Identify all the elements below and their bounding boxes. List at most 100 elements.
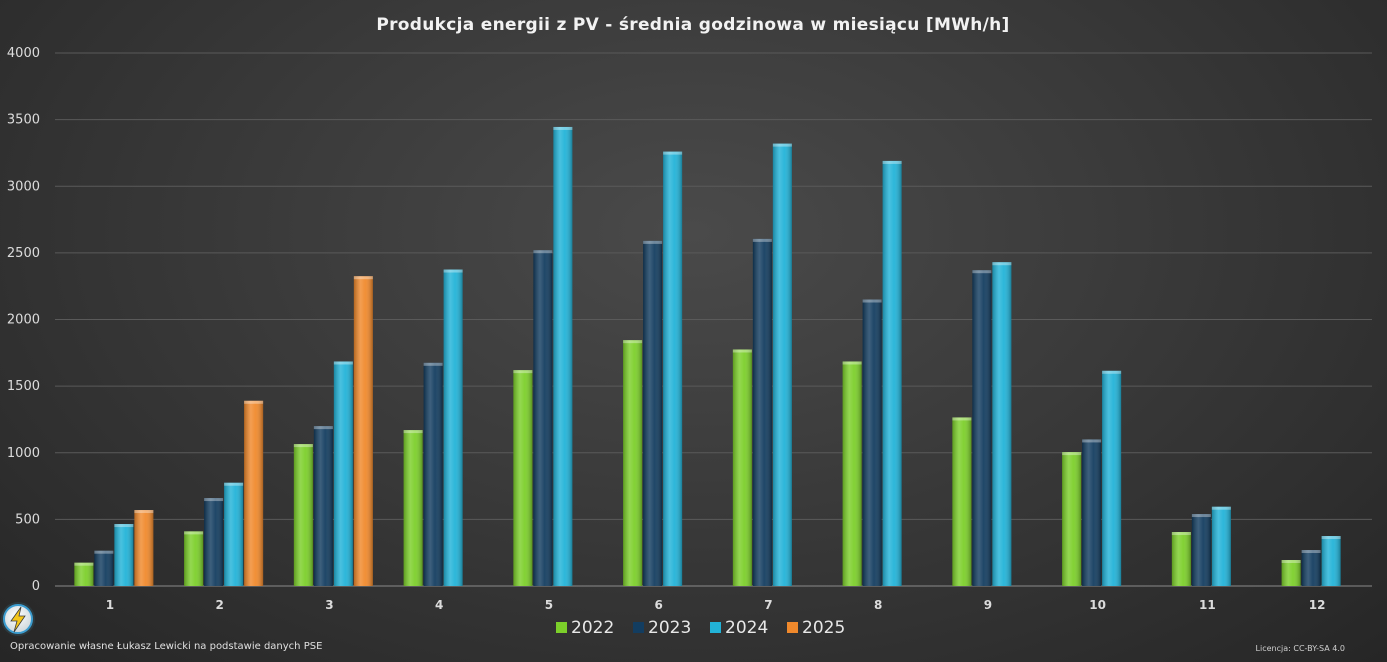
x-tick-label: 5 bbox=[545, 598, 553, 612]
bar-cap bbox=[553, 126, 573, 130]
chart-title: Produkcja energii z PV - średnia godzino… bbox=[376, 15, 1009, 35]
bar-cap bbox=[882, 160, 902, 164]
bar-cap bbox=[1301, 550, 1321, 554]
x-tick-label: 1 bbox=[106, 598, 114, 612]
bar-shading bbox=[663, 151, 683, 587]
y-tick-label: 500 bbox=[15, 512, 40, 527]
bar-cap bbox=[663, 151, 683, 155]
legend-label-2024: 2024 bbox=[725, 618, 768, 638]
bar-shading bbox=[752, 238, 772, 587]
bar-shading bbox=[313, 426, 333, 586]
source-credit: Opracowanie własne Łukasz Lewicki na pod… bbox=[10, 641, 322, 652]
bar-cap bbox=[333, 361, 353, 365]
bar-shading bbox=[1191, 514, 1211, 586]
bar-cap bbox=[94, 550, 114, 554]
bar-cap bbox=[313, 426, 333, 430]
bar-cap bbox=[423, 362, 443, 366]
license-text: Licencja: CC-BY-SA 4.0 bbox=[1256, 644, 1345, 653]
x-tick-label: 7 bbox=[764, 598, 772, 612]
bar-cap bbox=[293, 444, 313, 448]
x-tick-label: 4 bbox=[435, 598, 443, 612]
legend-label-2022: 2022 bbox=[571, 618, 614, 638]
bar-cap bbox=[1211, 506, 1231, 510]
bar-shading bbox=[772, 143, 792, 587]
bar-shading bbox=[862, 299, 882, 586]
bar-cap bbox=[1191, 514, 1211, 518]
bar-cap bbox=[732, 349, 752, 353]
x-tick-label: 3 bbox=[325, 598, 333, 612]
legend-swatch-2024 bbox=[710, 622, 721, 633]
bar-shading bbox=[1211, 506, 1231, 586]
bar-cap bbox=[184, 531, 204, 535]
bar-cap bbox=[862, 299, 882, 303]
bar-cap bbox=[772, 143, 792, 147]
bar-shading bbox=[732, 349, 752, 586]
y-axis: 0 500 1000 1500 2000 2500 3000 3500 4000 bbox=[7, 46, 40, 594]
bar-shading bbox=[353, 276, 373, 586]
legend-label-2023: 2023 bbox=[648, 618, 691, 638]
bar-shading bbox=[1281, 560, 1301, 586]
bar-cap bbox=[1102, 370, 1122, 374]
legend-label-2025: 2025 bbox=[802, 618, 845, 638]
bar-shading bbox=[1082, 439, 1102, 586]
bar-cap bbox=[1171, 532, 1191, 536]
bar-shading bbox=[114, 524, 134, 586]
bar-cap bbox=[1082, 439, 1102, 443]
y-tick-label: 4000 bbox=[7, 46, 40, 61]
bar-cap bbox=[403, 430, 423, 434]
bar-shading bbox=[882, 160, 902, 586]
gridlines bbox=[55, 52, 1372, 587]
y-tick-label: 0 bbox=[32, 579, 40, 594]
bar-cap bbox=[1321, 536, 1341, 540]
x-tick-label: 10 bbox=[1089, 598, 1106, 612]
bar-shading bbox=[992, 262, 1012, 586]
x-tick-label: 8 bbox=[874, 598, 882, 612]
bar-shading bbox=[1102, 370, 1122, 586]
bar-cap bbox=[752, 238, 772, 242]
legend-swatch-2023 bbox=[633, 622, 644, 633]
bar-shading bbox=[204, 498, 224, 586]
bar-cap bbox=[1281, 560, 1301, 564]
legend-swatch-2022 bbox=[556, 622, 567, 633]
x-tick-label: 2 bbox=[215, 598, 223, 612]
bar-shading bbox=[623, 340, 643, 586]
y-tick-label: 1500 bbox=[7, 379, 40, 394]
bar-shading bbox=[423, 362, 443, 586]
bars bbox=[74, 126, 1341, 587]
bar-shading bbox=[1171, 532, 1191, 586]
bar-cap bbox=[204, 498, 224, 502]
y-tick-label: 1000 bbox=[7, 446, 40, 461]
legend-swatch-2025 bbox=[787, 622, 798, 633]
bar-shading bbox=[1301, 550, 1321, 586]
x-tick-label: 9 bbox=[984, 598, 992, 612]
bar-cap bbox=[134, 510, 154, 514]
lightning-logo-icon bbox=[1, 602, 35, 636]
bar-shading bbox=[333, 361, 353, 586]
x-tick-label: 6 bbox=[654, 598, 662, 612]
bar-cap bbox=[623, 340, 643, 344]
x-tick-label: 12 bbox=[1309, 598, 1326, 612]
bar-cap bbox=[244, 400, 264, 404]
legend: 2022 2023 2024 2025 bbox=[556, 618, 845, 638]
x-axis: 1 2 3 4 5 6 7 8 9 10 11 12 bbox=[106, 598, 1326, 612]
bar-shading bbox=[972, 270, 992, 586]
bar-cap bbox=[1062, 452, 1082, 456]
bar-shading bbox=[643, 240, 663, 586]
bar-shading bbox=[513, 370, 533, 586]
bar-cap bbox=[992, 262, 1012, 266]
bar-shading bbox=[244, 400, 264, 586]
bar-cap bbox=[952, 417, 972, 421]
bar-cap bbox=[513, 370, 533, 374]
bar-shading bbox=[553, 126, 573, 587]
bar-shading bbox=[952, 417, 972, 586]
bar-shading bbox=[94, 550, 114, 586]
y-tick-label: 3000 bbox=[7, 179, 40, 194]
x-tick-label: 11 bbox=[1199, 598, 1216, 612]
bar-shading bbox=[184, 531, 204, 586]
bar-cap bbox=[533, 250, 553, 254]
bar-cap bbox=[114, 524, 134, 528]
bar-shading bbox=[224, 482, 244, 586]
bar-shading bbox=[74, 562, 94, 586]
bar-shading bbox=[533, 250, 553, 586]
